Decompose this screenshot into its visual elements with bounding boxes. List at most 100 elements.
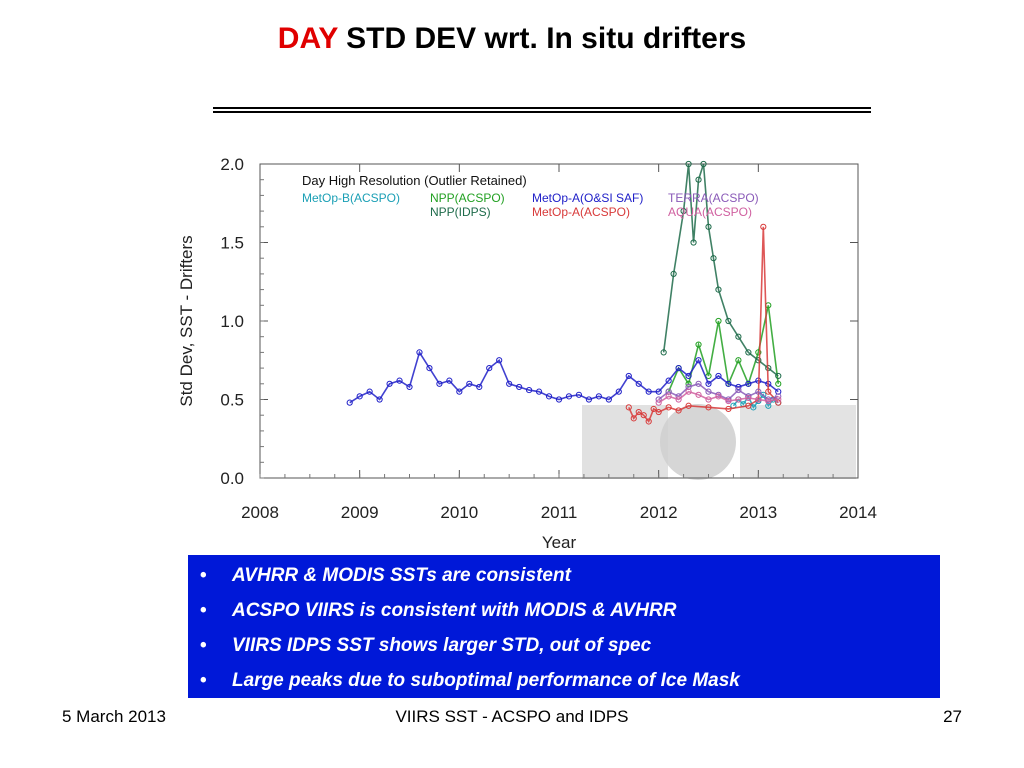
finding-1: • AVHRR & MODIS SSTs are consistent [188,561,940,596]
data-point [605,396,612,403]
data-point [685,160,692,168]
series-line [349,350,779,404]
data-point [735,333,742,340]
series-line [658,390,779,404]
data-point [695,380,702,387]
data-point [765,388,772,395]
data-point [755,388,762,395]
data-point [765,397,772,405]
data-point [735,386,742,394]
series-line [662,163,779,377]
data-point [625,372,632,380]
x-tick-label: 2014 [839,503,877,522]
data-point [526,386,533,394]
x-tick-label: 2009 [341,503,379,522]
data-point [685,372,692,380]
data-point [615,388,622,395]
x-tick-label: 2010 [440,503,478,522]
data-point [376,396,383,403]
y-tick-label: 1.0 [220,312,244,331]
x-tick-label: 2012 [640,503,678,522]
data-point [665,393,672,400]
x-tick-label: 2008 [241,503,279,522]
data-point [685,388,692,395]
data-point [675,365,682,372]
data-point [645,388,652,395]
data-point [735,357,742,364]
legend-entry: AQUA(ACSPO) [668,205,752,219]
data-point [366,388,373,395]
data-point [760,223,767,230]
chart-series [346,160,782,425]
data-point [745,402,752,409]
data-point [555,396,563,403]
bullet-dot: • [200,600,207,621]
series-line [628,226,779,424]
title-rest: STD DEV wrt. In situ drifters [337,22,747,55]
data-point [775,372,782,380]
data-point [496,357,503,364]
y-axis-label: Std Dev, SST - Drifters [177,235,196,406]
finding-2: • ACSPO VIIRS is consistent with MODIS & … [188,596,940,631]
legend-entry: TERRA(ACSPO) [668,191,759,205]
data-point [660,349,667,356]
data-point [715,372,722,380]
legend-entry: NPP(ACSPO) [430,191,505,205]
data-point [725,317,732,325]
data-point [715,393,722,400]
data-point [715,286,722,293]
data-point [675,407,682,414]
data-point [745,380,752,387]
data-point [760,391,767,398]
data-point [695,391,702,398]
chart-axes: 2008 2009 2010 2011 2012 2013 2014 0.0 0.5 1.0 1.5… [177,155,877,552]
title-highlight: DAY [277,22,338,55]
data-point [426,365,433,372]
data-point [416,349,423,356]
data-point [775,396,782,403]
footer-title: VIIRS SST - ACSPO and IDPS [395,707,629,726]
data-point [625,404,632,411]
sst-std-dev-chart: 2008 2009 2010 2011 2012 2013 2014 0.0 0.5 1.0 1.5… [177,155,877,552]
y-tick-label: 1.5 [220,234,244,253]
finding-3: • VIIRS IDPS SST shows larger STD, out of… [188,631,940,666]
data-point [735,396,742,403]
data-point [775,380,782,387]
series-line [658,382,779,401]
data-point [565,393,573,400]
data-point [775,393,782,400]
watermark-logos [582,404,856,480]
data-point [665,404,672,411]
y-tick-label: 0.0 [220,469,244,488]
bullet-dot: • [200,565,207,586]
finding-text: AVHRR & MODIS SSTs are consistent [232,565,571,586]
data-point [535,388,543,395]
data-point [436,380,443,387]
chart-annotation: Day High Resolution (Outlier Retained) [302,173,527,188]
data-point [476,383,483,391]
legend-entry: MetOp-A(O&SI SAF) [532,191,643,205]
data-point [685,402,692,409]
finding-text: VIIRS IDPS SST shows larger STD, out of … [232,635,652,656]
data-point [675,396,682,403]
data-point [630,415,637,422]
data-point [725,405,732,413]
x-tick-label: 2011 [541,503,578,522]
data-point [575,391,583,398]
bullet-dot: • [200,635,207,656]
y-tick-label: 0.5 [220,391,244,410]
data-point [595,393,602,400]
data-point [650,405,657,413]
data-point [680,208,687,215]
series-line [667,305,780,392]
star-logo [740,405,856,479]
data-point [700,160,707,168]
data-point [406,383,413,391]
data-point [725,397,732,405]
data-point [715,317,722,325]
data-point [695,357,702,364]
data-point [640,412,647,419]
data-point [665,377,672,384]
data-point [745,349,752,356]
data-point [705,223,712,230]
